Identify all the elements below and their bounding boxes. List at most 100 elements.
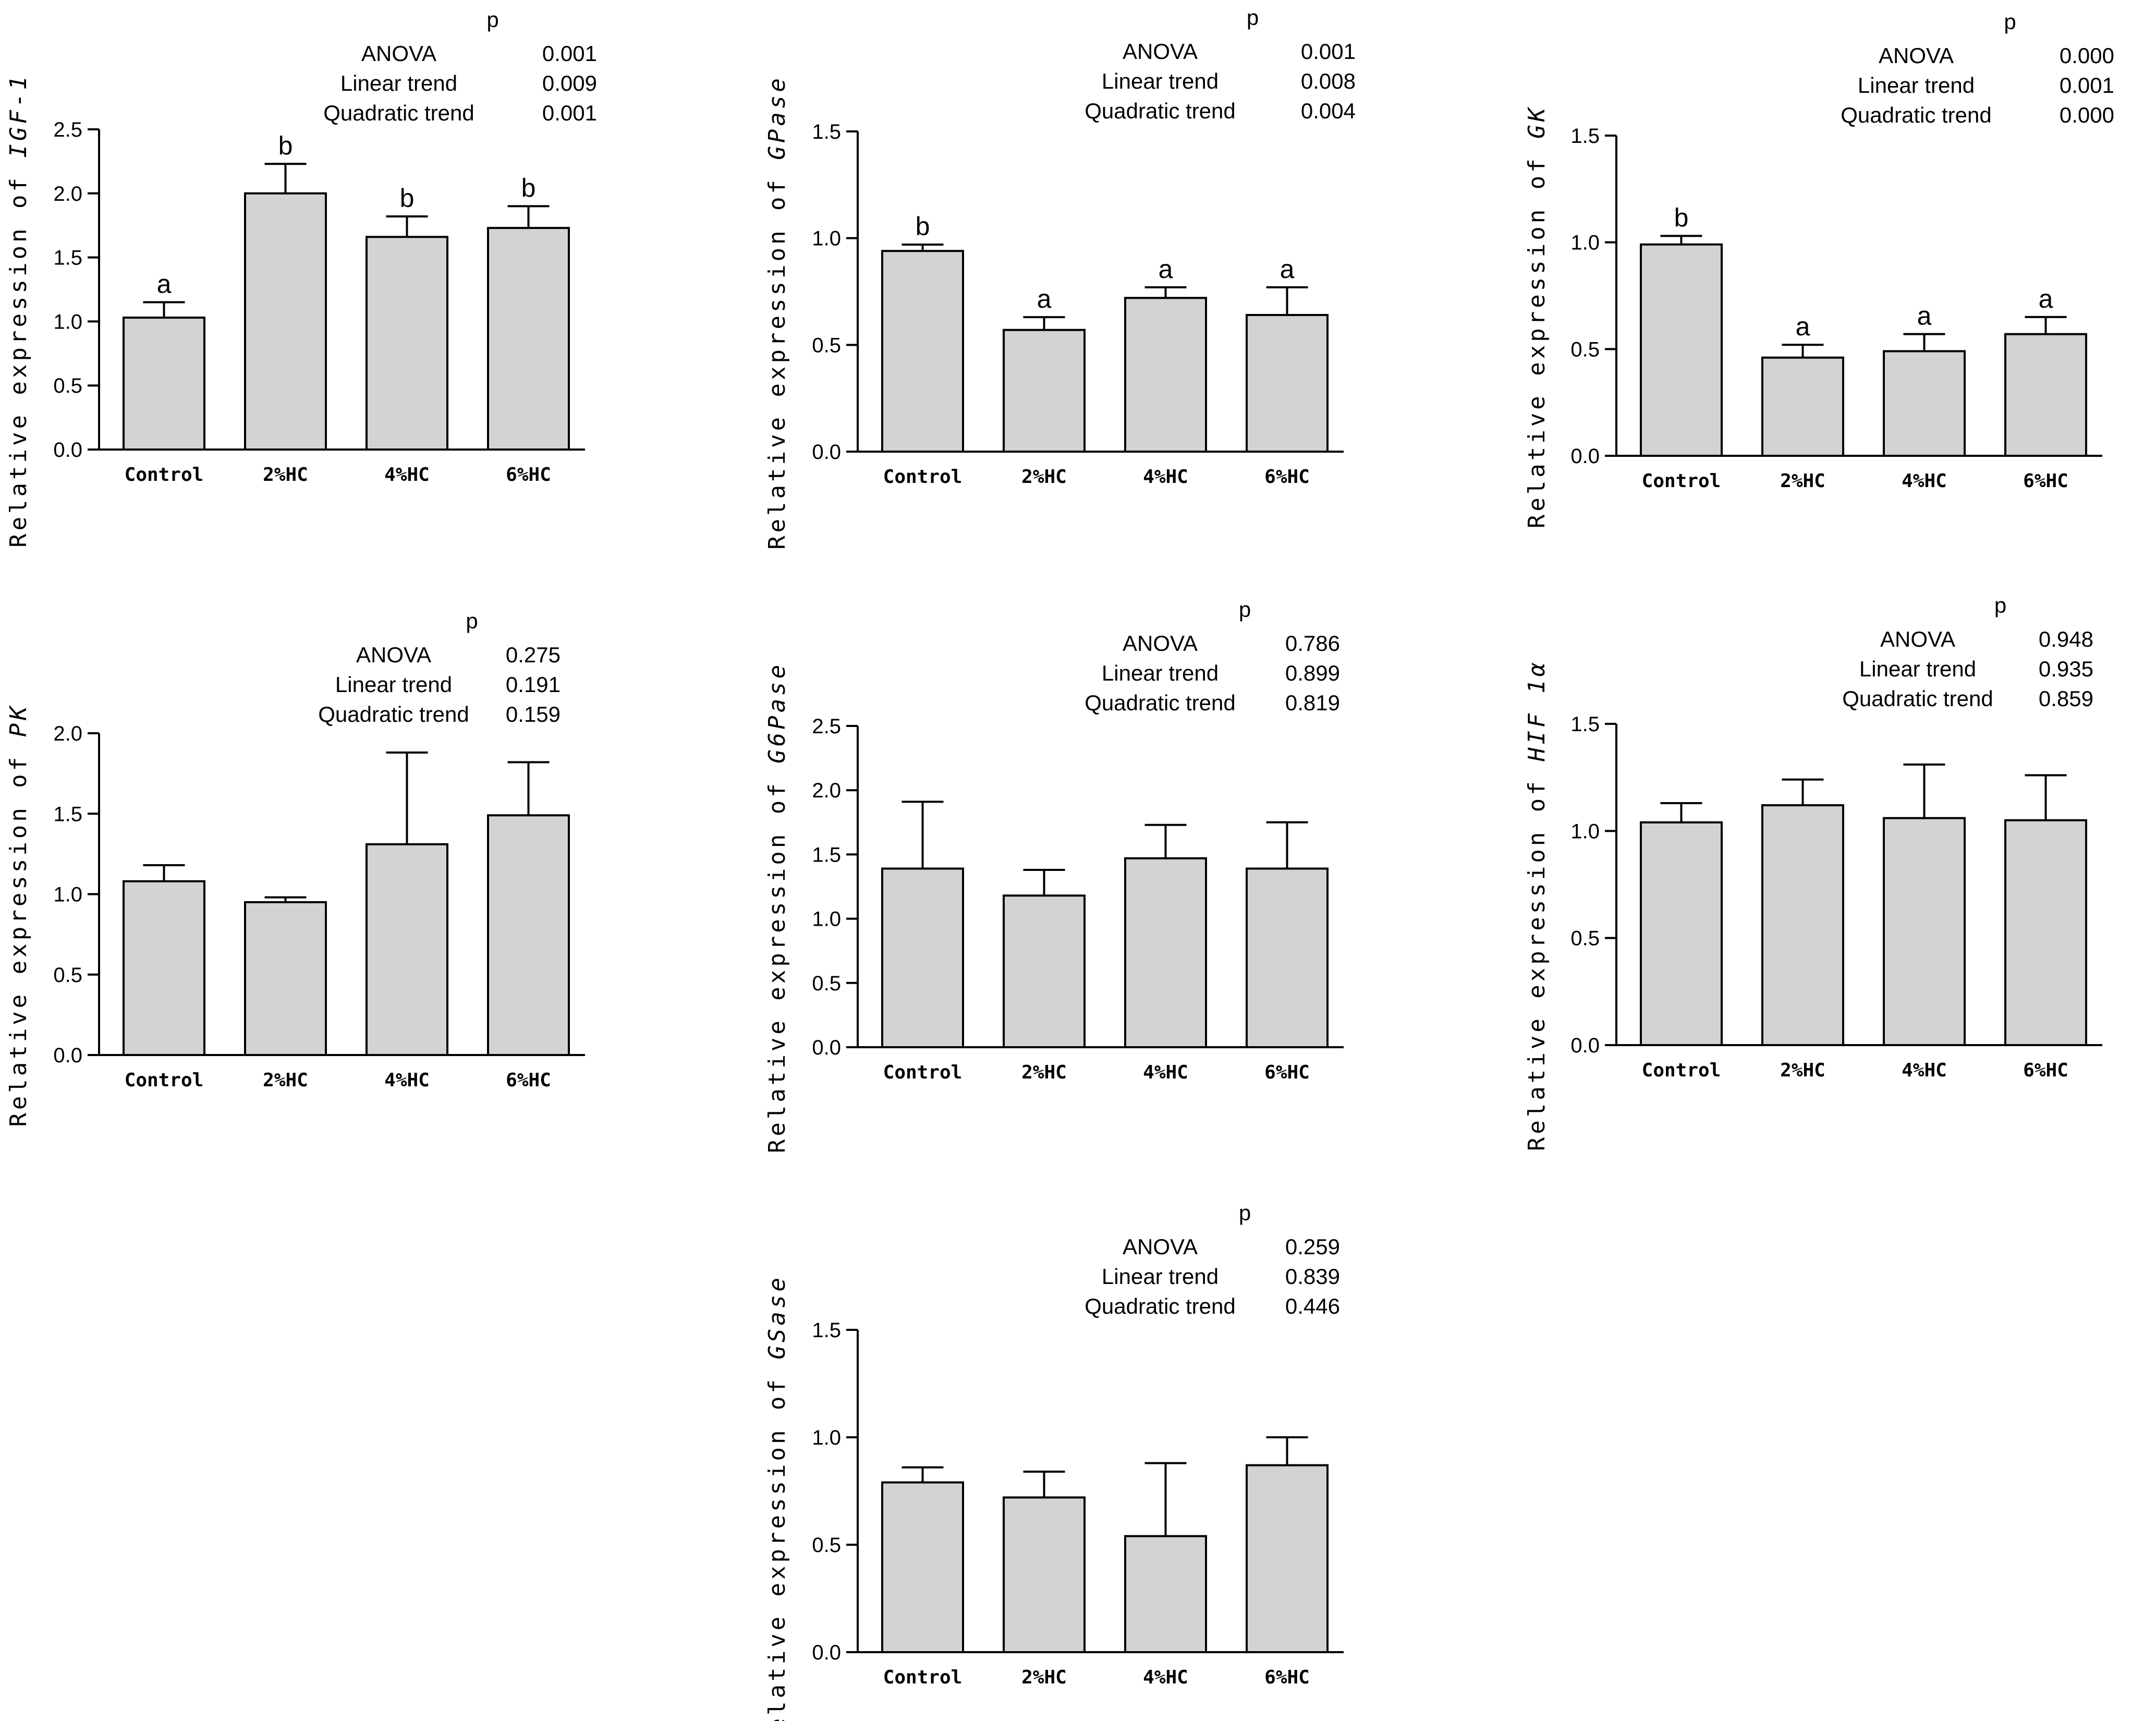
- panel-7-stats-label: Linear trend: [1102, 1264, 1219, 1289]
- panel-5-stats-value: 0.819: [1285, 690, 1340, 715]
- panel-6-y-tick-label: 1.0: [1570, 820, 1600, 843]
- panel-7-y-tick-label: 1.0: [812, 1426, 841, 1449]
- panel-3-bar-Control: [1640, 243, 1723, 457]
- panel-1-stats-label: ANOVA: [361, 41, 436, 66]
- panel-1-y-tick-label: 0.5: [53, 374, 82, 397]
- panel-6-stats-value: 0.935: [2039, 657, 2093, 681]
- panel-1-sig-letter: b: [400, 184, 415, 213]
- panel-2-y-tick-label: 1.0: [812, 227, 841, 250]
- panel-3-bar-6%HC: [2004, 333, 2087, 457]
- panel-3-y-tick-label: 0.5: [1570, 338, 1600, 361]
- panel-1-bar-6%HC: [487, 227, 570, 451]
- panel-3-sig-letter: a: [1917, 301, 1932, 331]
- panel-1-y-tick-label: 0.0: [53, 439, 82, 462]
- panel-2-sig-letter: a: [1037, 284, 1052, 313]
- panel-5-x-tick-label: 6%HC: [1264, 1062, 1310, 1083]
- panel-6-stats-label: Quadratic trend: [1842, 686, 1993, 711]
- panel-5-x-tick-label: 4%HC: [1143, 1062, 1188, 1083]
- panel-1-y-tick-label: 1.5: [53, 247, 82, 270]
- panel-2-y-tick-label: 0.0: [812, 441, 841, 464]
- panel-4-y-tick-label: 2.0: [53, 722, 82, 745]
- panel-1-stats-value: 0.001: [542, 41, 597, 66]
- panel-4-stats-label: ANOVA: [356, 643, 431, 667]
- panel-1-sig-letter: b: [278, 131, 293, 160]
- panel-6-y-axis-title: Relative expression of HIF 1α: [1524, 660, 1550, 1151]
- panel-1-stats-header: p: [486, 7, 498, 32]
- panel-7-y-tick-label: 1.5: [812, 1319, 841, 1342]
- panel-1-y-tick-label: 1.0: [53, 310, 82, 333]
- panel-3-x-tick-label: Control: [1642, 470, 1721, 492]
- panel-5-stats-header: p: [1239, 597, 1251, 622]
- panel-7-y-tick-label: 0.0: [812, 1641, 841, 1664]
- panel-7-bar-Control: [881, 1481, 964, 1654]
- panel-5-stats-label: Linear trend: [1102, 661, 1219, 685]
- panel-5-x-tick-label: 2%HC: [1021, 1062, 1067, 1083]
- panel-6-x-tick-label: Control: [1642, 1060, 1721, 1081]
- panel-3-stats-value: 0.000: [2060, 43, 2114, 68]
- panel-5-y-tick-label: 1.5: [812, 843, 841, 866]
- panel-4-x-tick-label: Control: [125, 1070, 204, 1091]
- panel-3-stats-value: 0.001: [2060, 73, 2114, 98]
- panel-7-stats-value: 0.839: [1285, 1264, 1340, 1289]
- panel-4-stats-value: 0.275: [506, 643, 561, 667]
- panel-3-x-tick-label: 4%HC: [1902, 470, 1947, 492]
- panel-2-bar-6%HC: [1246, 314, 1329, 453]
- panel-6-bar-Control: [1640, 821, 1723, 1046]
- panel-5-bar-6%HC: [1246, 867, 1329, 1049]
- panel-2-stats-value: 0.008: [1301, 69, 1356, 93]
- panel-6-x-tick-label: 4%HC: [1902, 1060, 1947, 1081]
- panel-7-stats-value: 0.446: [1285, 1294, 1340, 1318]
- panel-3-x-tick-label: 2%HC: [1780, 470, 1825, 492]
- panel-7-bar-6%HC: [1246, 1464, 1329, 1654]
- panel-1-y-axis-title: Relative expression of IGF-1: [5, 73, 32, 548]
- panel-2-y-axis-title: Relative expression of GPase: [764, 75, 790, 550]
- panel-7-x-tick-label: 2%HC: [1021, 1667, 1067, 1688]
- panel-2-bar-2%HC: [1003, 329, 1086, 453]
- panel-2-stats-value: 0.001: [1301, 39, 1356, 64]
- panel-3-stats-label: Quadratic trend: [1841, 103, 1992, 127]
- panel-4-bar-6%HC: [487, 814, 570, 1056]
- panel-7-stats-label: ANOVA: [1123, 1234, 1198, 1259]
- panel-3-x-tick-label: 6%HC: [2023, 470, 2068, 492]
- panel-4-y-axis-title: Relative expression of PK: [5, 703, 32, 1126]
- panel-5-y-tick-label: 0.0: [812, 1036, 841, 1059]
- panel-2-stats-label: ANOVA: [1123, 39, 1198, 64]
- panel-4-x-tick-label: 4%HC: [384, 1070, 430, 1091]
- panel-4-stats-header: p: [466, 609, 478, 633]
- panel-1-stats-label: Linear trend: [340, 71, 457, 95]
- panel-3-y-tick-label: 1.0: [1570, 232, 1600, 254]
- panel-7-y-axis-title: Relative expression of GSase: [764, 1275, 790, 1721]
- panel-4-bar-Control: [123, 880, 205, 1056]
- panel-2-y-tick-label: 0.5: [812, 334, 841, 357]
- panel-5-bar-4%HC: [1124, 857, 1207, 1048]
- panel-4-bar-2%HC: [244, 901, 327, 1057]
- panel-4-stats-label: Quadratic trend: [318, 702, 469, 726]
- panel-5-y-axis-title: Relative expression of G6Pase: [764, 662, 790, 1153]
- panel-4-stats-value: 0.159: [506, 702, 561, 726]
- panel-4-y-tick-label: 0.5: [53, 964, 82, 987]
- panel-6-y-tick-label: 1.5: [1570, 713, 1600, 736]
- panel-3-stats-label: Linear trend: [1858, 73, 1975, 98]
- panel-4-x-tick-label: 2%HC: [263, 1070, 308, 1091]
- panel-2-sig-letter: b: [916, 212, 930, 241]
- panel-4-bar-4%HC: [366, 843, 448, 1056]
- panel-3-sig-letter: b: [1674, 203, 1689, 232]
- panel-1-x-tick-label: 6%HC: [506, 464, 551, 486]
- panel-7-stats-header: p: [1239, 1201, 1251, 1225]
- panel-7-x-tick-label: Control: [883, 1667, 963, 1688]
- panel-3-sig-letter: a: [2039, 284, 2053, 313]
- panel-6-stats-header: p: [1994, 593, 2006, 617]
- panel-6-x-tick-label: 2%HC: [1780, 1060, 1825, 1081]
- panel-5-x-tick-label: Control: [883, 1062, 963, 1083]
- panel-3-stats-header: p: [2004, 9, 2016, 34]
- panel-6-bar-2%HC: [1761, 804, 1844, 1046]
- panel-5-bar-2%HC: [1003, 894, 1086, 1049]
- panel-3-y-tick-label: 0.0: [1570, 445, 1600, 468]
- panel-1-stats-value: 0.009: [542, 71, 597, 95]
- panel-3-sig-letter: a: [1796, 312, 1810, 341]
- panel-1-bar-2%HC: [244, 192, 327, 451]
- panel-2-stats-value: 0.004: [1301, 99, 1356, 123]
- panel-2-x-tick-label: 2%HC: [1021, 466, 1067, 488]
- panel-1-bar-4%HC: [366, 236, 448, 451]
